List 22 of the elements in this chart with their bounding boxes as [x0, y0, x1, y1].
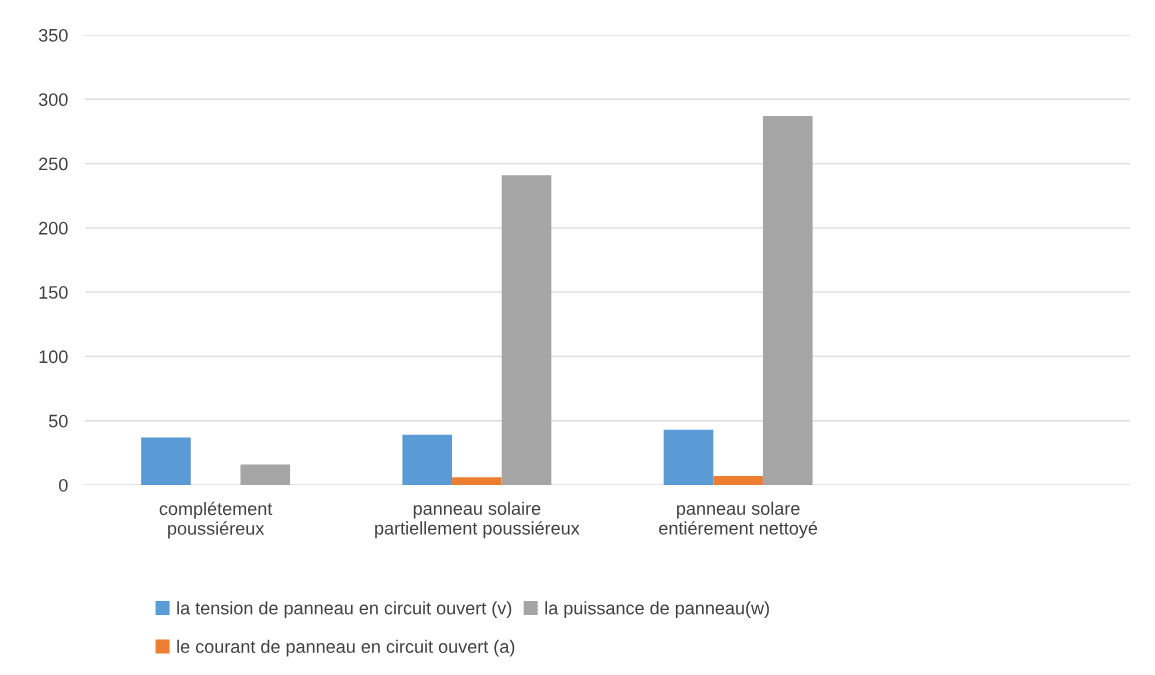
y-tick-label: 100: [39, 350, 68, 364]
bar: [240, 464, 291, 485]
y-tick-label: 50: [48, 414, 68, 428]
bar: [452, 477, 502, 485]
bar: [762, 116, 813, 485]
y-tick-label: 350: [38, 28, 68, 42]
bar: [141, 437, 191, 485]
x-tick-label: panneau solaire partiellement poussiéreux: [375, 501, 580, 539]
bar: [713, 476, 763, 485]
y-tick-label: 200: [39, 221, 68, 235]
legend-label: la tension de panneau en circuit ouvert (v): [177, 601, 512, 619]
legend-label: le courant de panneau en circuit ouvert (a): [177, 639, 515, 657]
y-tick-label: 300: [38, 93, 68, 107]
y-tick-label: 0: [59, 478, 68, 492]
x-tick-label: complétement poussiéreux: [159, 501, 273, 539]
bar: [663, 429, 714, 485]
y-tick-label: 250: [39, 157, 68, 171]
legend-label: la puissance de panneau(w): [545, 601, 769, 619]
x-tick-label: panneau solare entiérement nettoyé: [659, 501, 818, 539]
bar: [501, 175, 552, 485]
bar: [402, 434, 453, 485]
y-tick-label: 150: [39, 286, 68, 299]
